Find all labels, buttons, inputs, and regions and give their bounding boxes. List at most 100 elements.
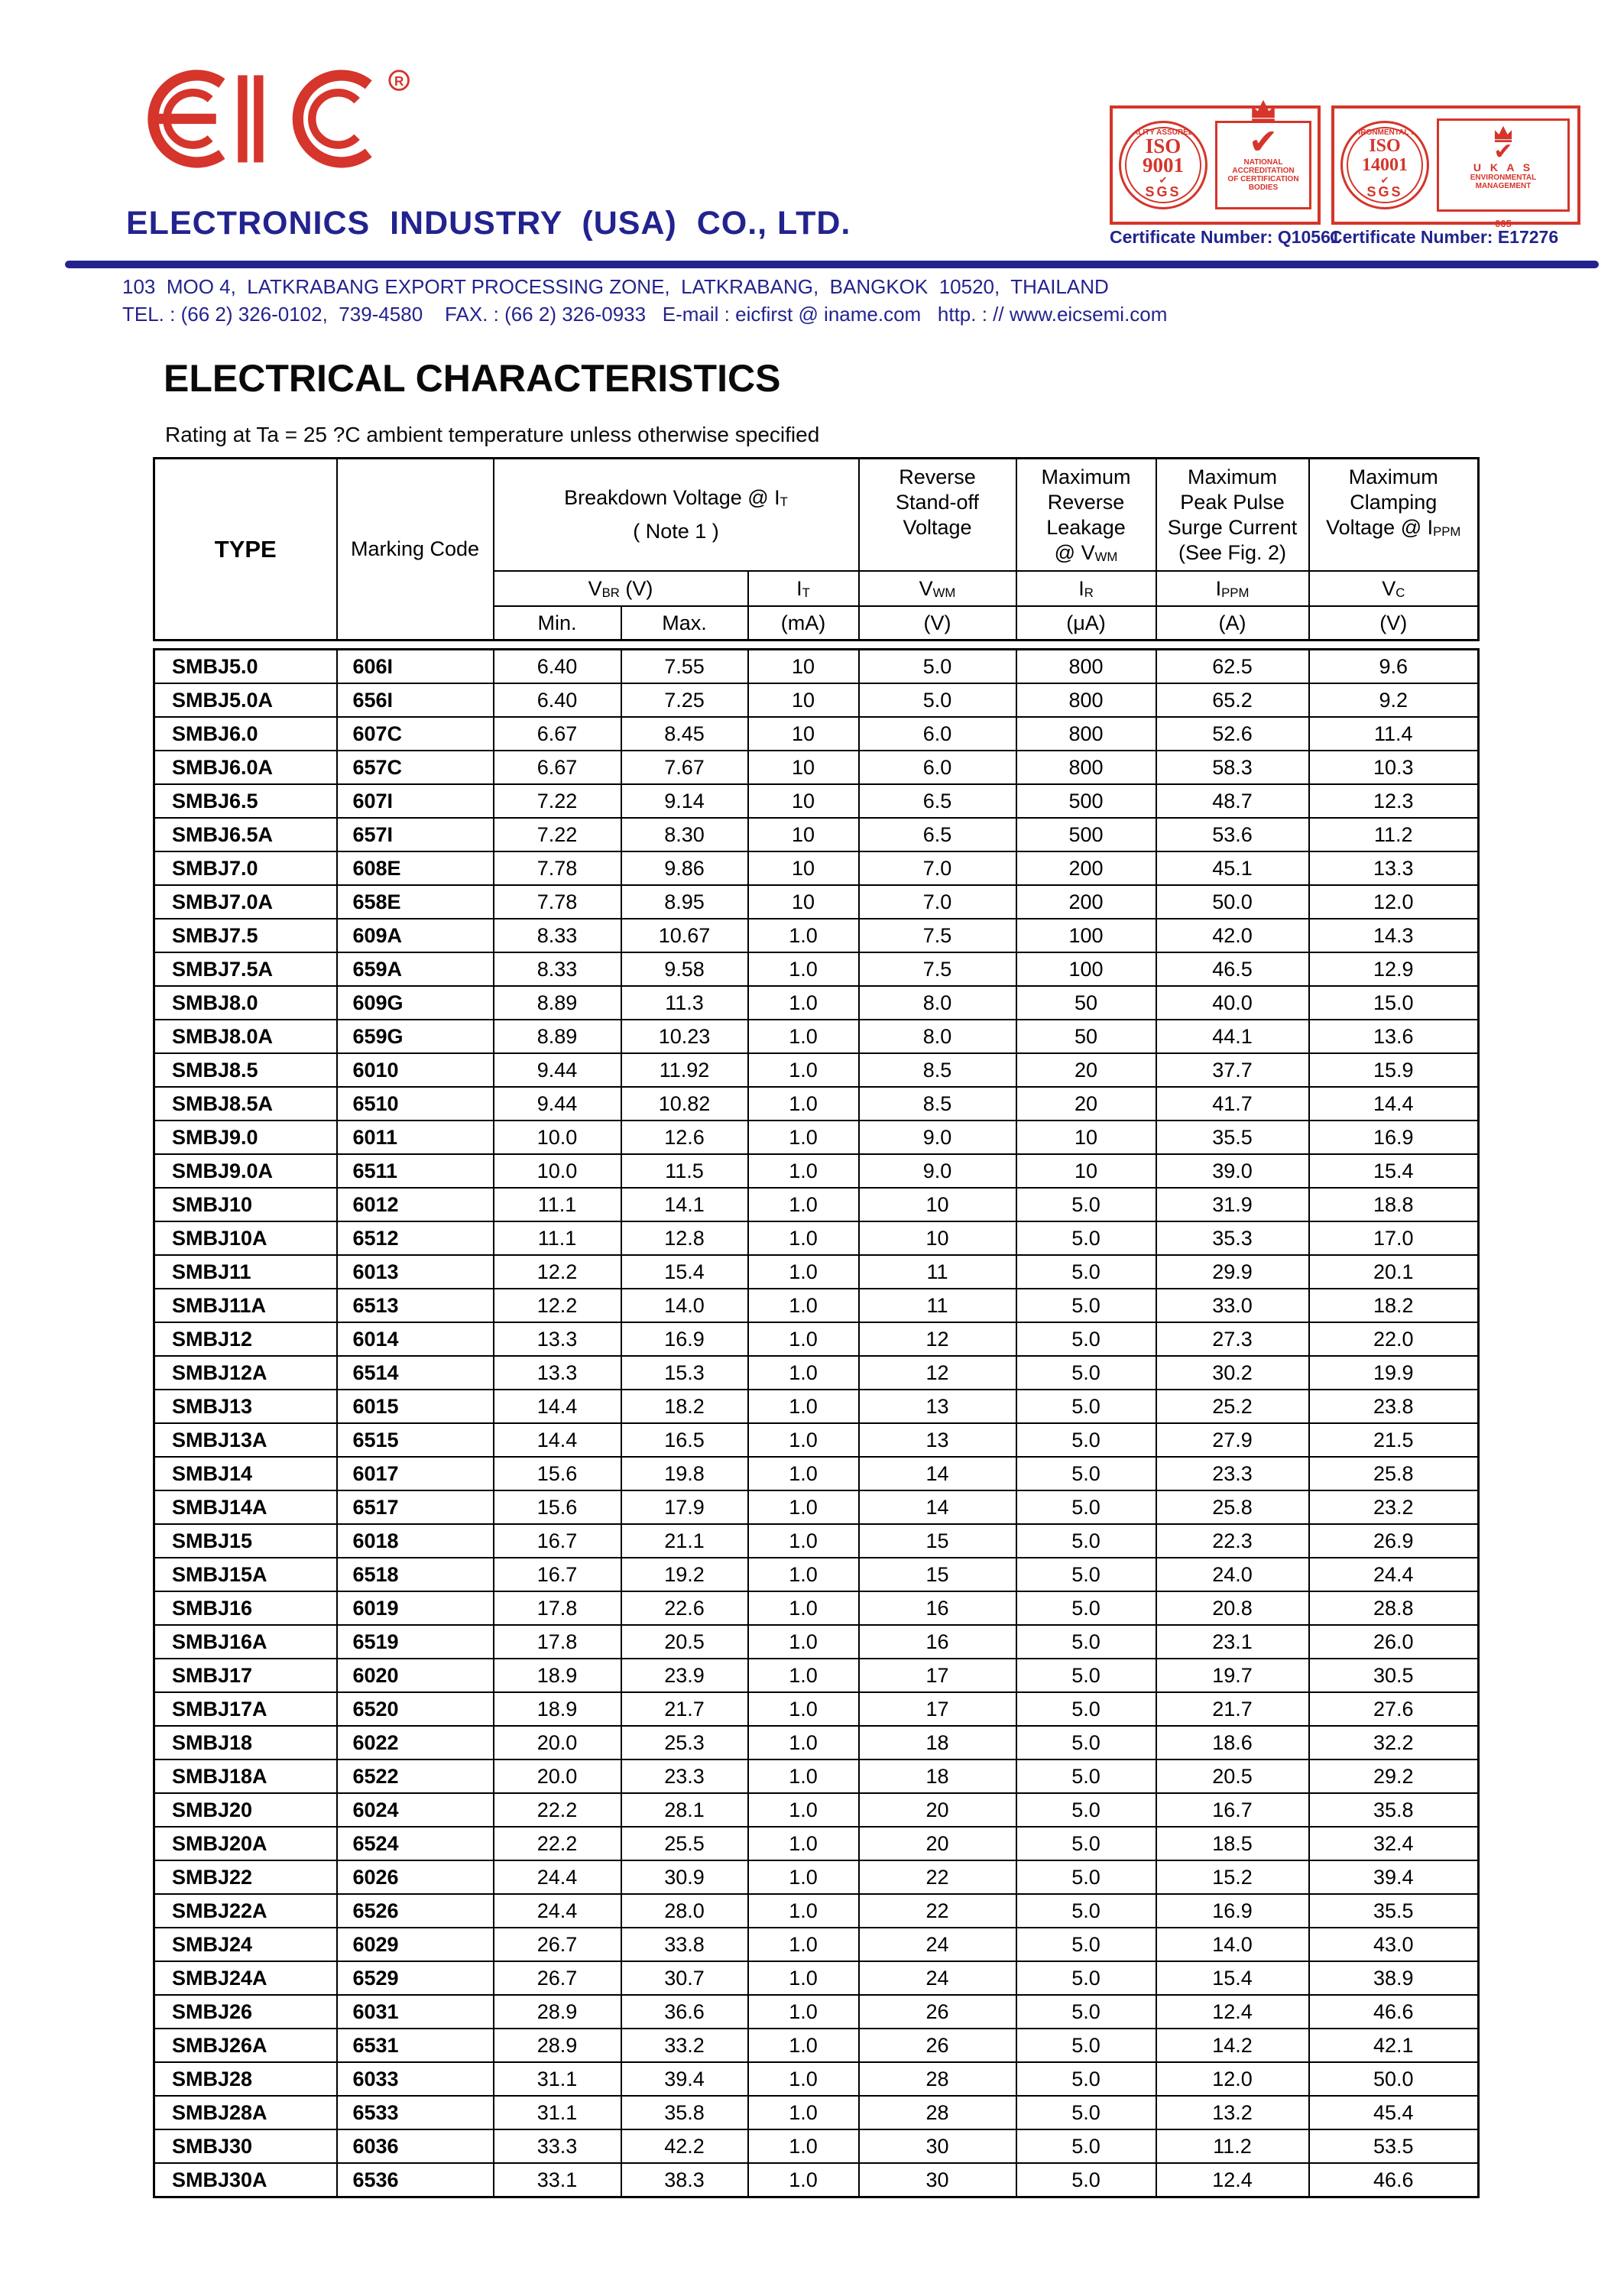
cell-ippm_a: 40.0 (1155, 985, 1310, 1020)
cell-marking_code: 6513 (335, 1288, 494, 1323)
cell-ippm_a: 15.2 (1155, 1860, 1310, 1895)
cell-vbr_min: 15.6 (492, 1490, 622, 1525)
table-row: SMBJ9.0A 6511 10.0 11.5 1.0 9.0 10 39.0 15.4 (153, 1153, 1480, 1189)
cell-type: SMBJ10 (153, 1187, 338, 1222)
table-row: SMBJ26A 6531 28.9 33.2 1.0 26 5.0 14.2 42.1 (153, 2028, 1480, 2063)
cell-type: SMBJ17A (153, 1691, 338, 1727)
cell-vbr_min: 6.67 (492, 750, 622, 785)
cell-it_ma: 1.0 (747, 1288, 860, 1323)
cell-vbr_max: 11.3 (620, 985, 749, 1020)
header-vbr: VBR (V) (492, 570, 749, 607)
cell-vwm_v: 8.0 (857, 1019, 1017, 1054)
cell-type: SMBJ30A (153, 2162, 338, 2198)
cell-vbr_max: 36.6 (620, 1994, 749, 2029)
subscript: T (780, 495, 788, 509)
cell-vc_v: 35.8 (1308, 1792, 1480, 1828)
cell-it_ma: 1.0 (747, 1187, 860, 1222)
iso14001-ring-text: ENVIRONMENTAL SYSTEM (1343, 128, 1427, 137)
registered-mark-icon (388, 70, 410, 91)
table-row: SMBJ14 6017 15.6 19.8 1.0 14 5.0 23.3 25.8 (153, 1456, 1480, 1491)
cell-ippm_a: 62.5 (1155, 648, 1310, 684)
cell-vbr_min: 8.89 (492, 1019, 622, 1054)
cell-marking_code: 6512 (335, 1221, 494, 1256)
cell-ippm_a: 23.1 (1155, 1624, 1310, 1659)
cell-vbr_max: 28.0 (620, 1893, 749, 1928)
table-row: SMBJ7.0 608E 7.78 9.86 10 7.0 200 45.1 13.3 (153, 851, 1480, 886)
cell-vbr_max: 21.1 (620, 1523, 749, 1558)
cell-ippm_a: 35.5 (1155, 1120, 1310, 1155)
cell-type: SMBJ24 (153, 1927, 338, 1962)
cell-vbr_max: 9.14 (620, 783, 749, 819)
cell-ir_ua: 200 (1015, 851, 1157, 886)
cell-it_ma: 1.0 (747, 2028, 860, 2063)
cell-vwm_v: 7.0 (857, 884, 1017, 919)
cell-marking_code: 6029 (335, 1927, 494, 1962)
cell-vbr_min: 7.78 (492, 851, 622, 886)
cell-vbr_max: 30.7 (620, 1961, 749, 1996)
iso14001-badge: ENVIRONMENTAL SYSTEM ISO 14001 ✔ SGS ✔ U… (1331, 105, 1580, 229)
iso14001-ring: ENVIRONMENTAL SYSTEM ISO 14001 ✔ SGS (1340, 121, 1429, 209)
cell-it_ma: 1.0 (747, 1389, 860, 1424)
table-row: SMBJ11A 6513 12.2 14.0 1.0 11 5.0 33.0 18.2 (153, 1288, 1480, 1323)
cell-type: SMBJ11A (153, 1288, 338, 1323)
header-line: Reverse (1047, 491, 1125, 514)
cell-vwm_v: 6.5 (857, 783, 1017, 819)
cell-vbr_max: 15.4 (620, 1254, 749, 1289)
table-row: SMBJ16A 6519 17.8 20.5 1.0 16 5.0 23.1 26.0 (153, 1624, 1480, 1659)
subscript: R (1084, 585, 1094, 600)
table-row: SMBJ13 6015 14.4 18.2 1.0 13 5.0 25.2 23.8 (153, 1389, 1480, 1424)
table-row: SMBJ6.5A 657I 7.22 8.30 10 6.5 500 53.6 11.2 (153, 817, 1480, 852)
cell-vwm_v: 13 (857, 1422, 1017, 1458)
cell-ir_ua: 800 (1015, 716, 1157, 751)
cell-marking_code: 6011 (335, 1120, 494, 1155)
cell-marking_code: 6031 (335, 1994, 494, 2029)
cell-type: SMBJ22 (153, 1860, 338, 1895)
cell-vc_v: 21.5 (1308, 1422, 1480, 1458)
cell-vbr_max: 7.55 (620, 648, 749, 684)
header-ir: IR (1015, 570, 1157, 607)
cell-ir_ua: 500 (1015, 783, 1157, 819)
cell-type: SMBJ26 (153, 1994, 338, 2029)
cell-ir_ua: 5.0 (1015, 1658, 1157, 1693)
cell-marking_code: 6020 (335, 1658, 494, 1693)
subscript: WM (932, 585, 956, 600)
header-unit-v2: (V) (1308, 605, 1480, 641)
header-clamping-voltage: Maximum Clamping Voltage @ IPPM (1308, 457, 1480, 572)
cell-vbr_min: 33.3 (492, 2129, 622, 2164)
cell-it_ma: 1.0 (747, 1557, 860, 1592)
cell-vbr_max: 19.2 (620, 1557, 749, 1592)
cell-marking_code: 609A (335, 918, 494, 953)
header-unit-ma: (mA) (747, 605, 860, 641)
cell-vwm_v: 13 (857, 1389, 1017, 1424)
cell-type: SMBJ20A (153, 1826, 338, 1861)
cell-it_ma: 1.0 (747, 1658, 860, 1693)
cell-vwm_v: 15 (857, 1557, 1017, 1592)
cell-it_ma: 1.0 (747, 1691, 860, 1727)
cell-marking_code: 6511 (335, 1153, 494, 1189)
page-subtitle: Rating at Ta = 25 ?C ambient temperature… (165, 423, 820, 446)
check-icon: ✔ (1380, 174, 1389, 186)
header-it: IT (747, 570, 860, 607)
cell-vwm_v: 24 (857, 1961, 1017, 1996)
eic-logo: R (147, 70, 410, 168)
cell-marking_code: 6010 (335, 1052, 494, 1088)
cell-ippm_a: 12.0 (1155, 2061, 1310, 2097)
cell-vbr_min: 15.6 (492, 1456, 622, 1491)
cell-vwm_v: 7.5 (857, 952, 1017, 987)
iso9001-accreditation-box: ✔ NATIONAL ACCREDITATION OF CERTIFICATIO… (1215, 99, 1311, 209)
cell-ir_ua: 800 (1015, 750, 1157, 785)
cell-it_ma: 1.0 (747, 1355, 860, 1390)
cell-ir_ua: 5.0 (1015, 1490, 1157, 1525)
cell-vbr_max: 23.9 (620, 1658, 749, 1693)
cell-vwm_v: 11 (857, 1254, 1017, 1289)
table-row: SMBJ17 6020 18.9 23.9 1.0 17 5.0 19.7 30.5 (153, 1658, 1480, 1693)
cell-marking_code: 6015 (335, 1389, 494, 1424)
subscript: C (1395, 585, 1405, 600)
table-row: SMBJ14A 6517 15.6 17.9 1.0 14 5.0 25.8 23.2 (153, 1490, 1480, 1525)
cell-vbr_max: 22.6 (620, 1591, 749, 1626)
cell-ippm_a: 12.4 (1155, 1994, 1310, 2029)
cell-vbr_min: 31.1 (492, 2095, 622, 2130)
cell-vc_v: 9.2 (1308, 683, 1480, 718)
cell-type: SMBJ12A (153, 1355, 338, 1390)
header-breakdown-line1: Breakdown Voltage @ I (564, 486, 780, 509)
